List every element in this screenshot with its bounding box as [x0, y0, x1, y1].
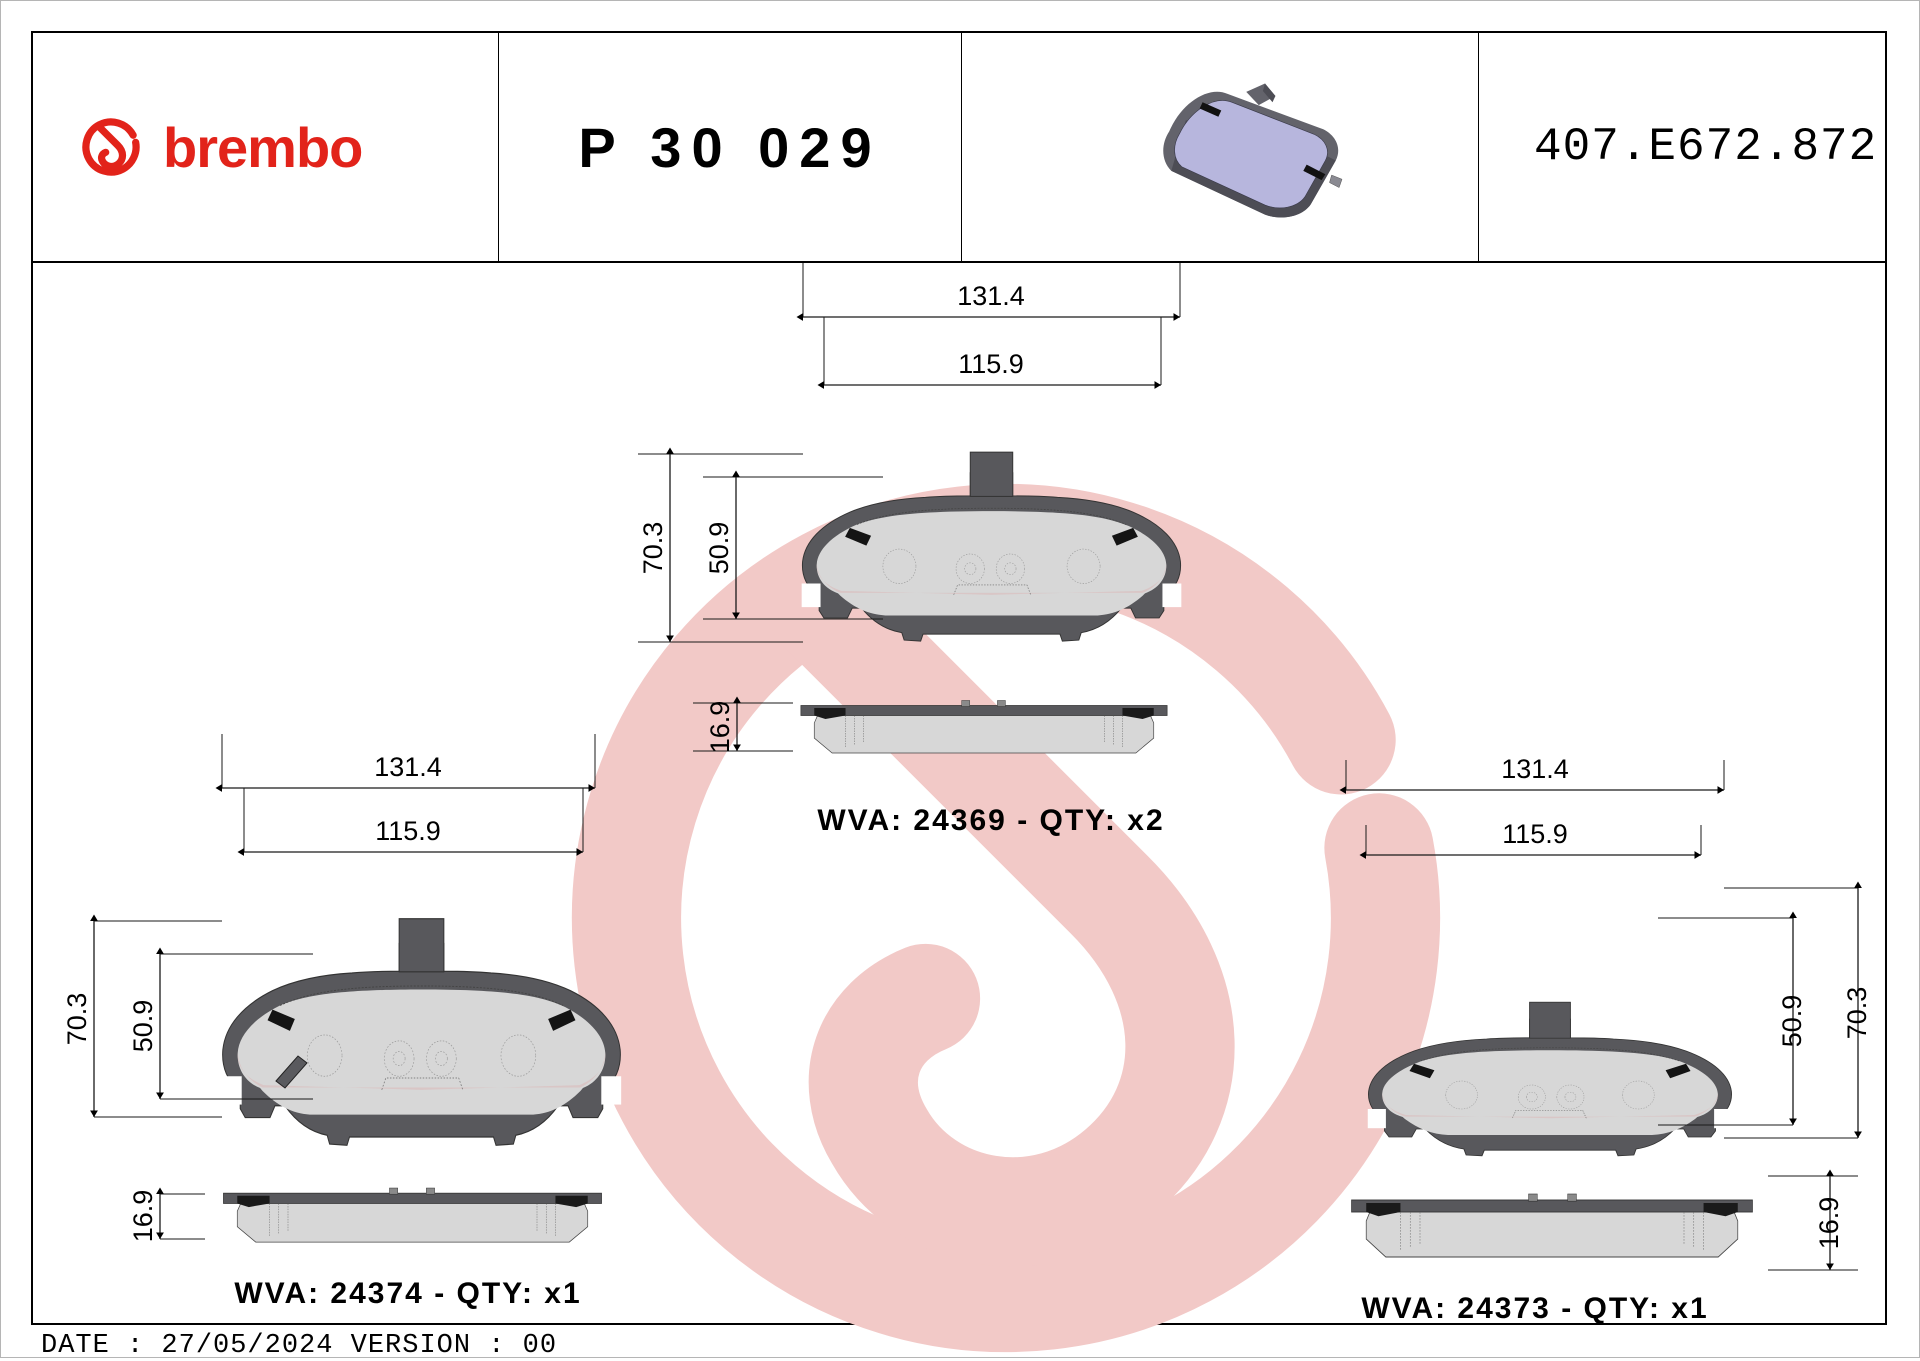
svg-text:50.9: 50.9	[704, 522, 734, 575]
svg-text:70.3: 70.3	[1842, 987, 1872, 1040]
svg-text:50.9: 50.9	[1777, 995, 1807, 1048]
svg-text:16.9: 16.9	[1814, 1197, 1844, 1250]
svg-text:115.9: 115.9	[958, 349, 1024, 379]
svg-text:16.9: 16.9	[705, 701, 735, 754]
svg-text:115.9: 115.9	[375, 816, 441, 846]
svg-text:131.4: 131.4	[957, 281, 1025, 311]
svg-text:WVA: 24373 - QTY: x1: WVA: 24373 - QTY: x1	[1361, 1292, 1708, 1325]
svg-text:70.3: 70.3	[638, 522, 668, 575]
svg-text:16.9: 16.9	[128, 1190, 158, 1243]
svg-text:50.9: 50.9	[128, 1000, 158, 1053]
svg-text:131.4: 131.4	[374, 752, 442, 782]
svg-text:115.9: 115.9	[1502, 819, 1568, 849]
svg-text:WVA: 24369 - QTY: x2: WVA: 24369 - QTY: x2	[817, 804, 1164, 837]
svg-text:131.4: 131.4	[1501, 754, 1569, 784]
svg-text:70.3: 70.3	[62, 993, 92, 1046]
svg-text:WVA: 24374 - QTY: x1: WVA: 24374 - QTY: x1	[234, 1277, 581, 1310]
